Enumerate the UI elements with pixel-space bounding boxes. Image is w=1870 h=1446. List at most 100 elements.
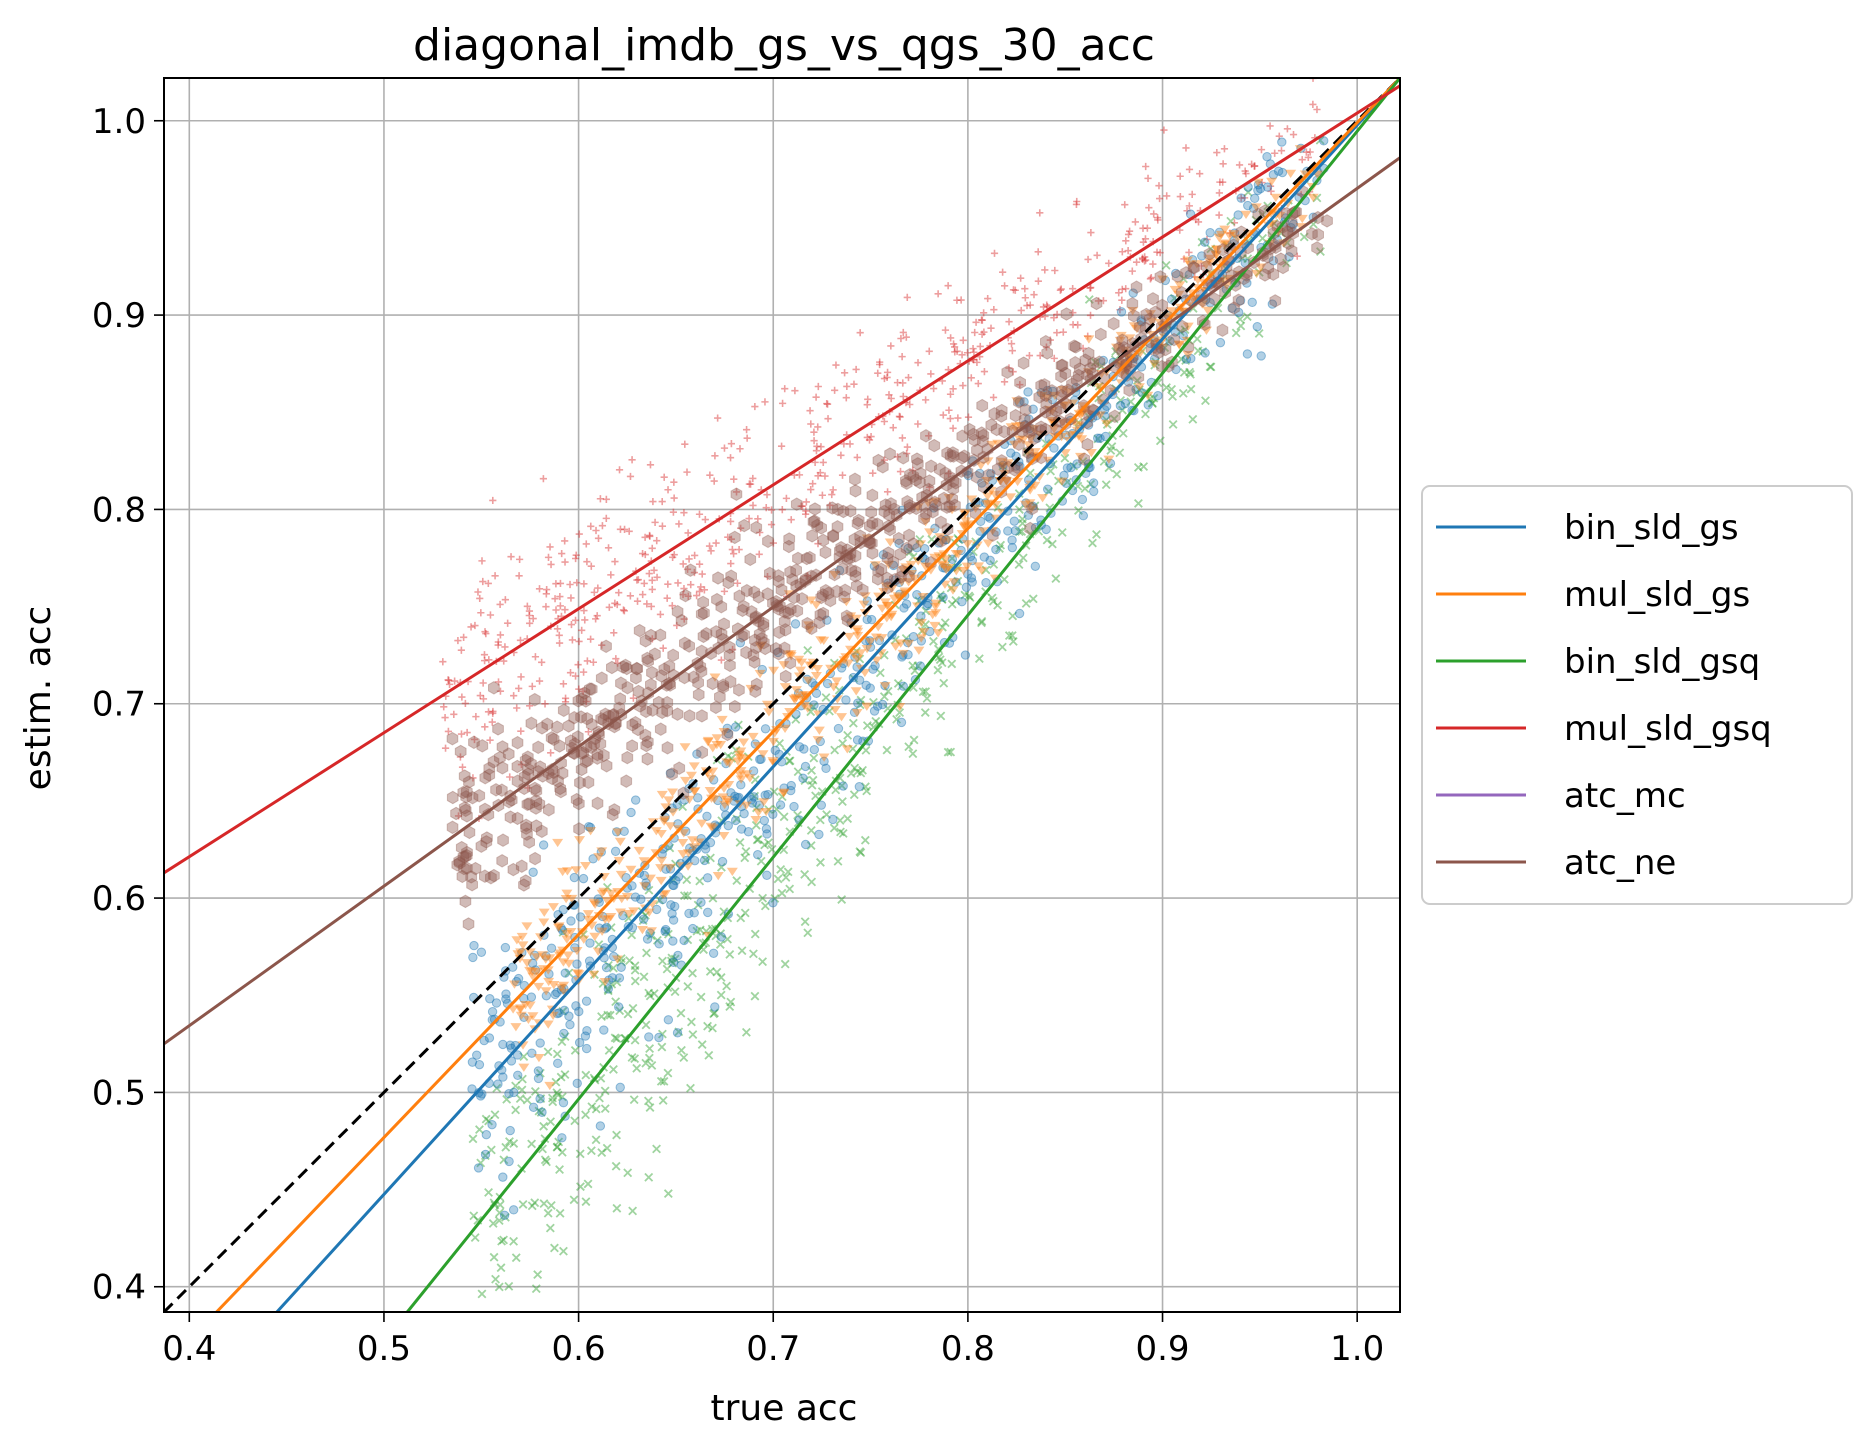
x-tick-label: 0.5 — [357, 1329, 411, 1369]
data-point — [546, 543, 554, 551]
data-point — [757, 664, 767, 675]
data-point — [966, 573, 977, 583]
data-point — [897, 649, 909, 659]
y-tick-label: 1.0 — [92, 102, 146, 142]
data-point — [480, 651, 489, 659]
data-point — [893, 679, 903, 688]
data-point — [990, 306, 998, 314]
data-point — [1132, 387, 1142, 397]
data-point — [542, 1157, 551, 1167]
data-point — [819, 458, 827, 467]
data-point — [524, 784, 532, 792]
data-point — [823, 400, 832, 408]
data-point — [1017, 274, 1025, 282]
data-point — [519, 1052, 529, 1061]
data-point — [704, 787, 716, 796]
data-point — [594, 584, 602, 592]
data-point — [667, 808, 679, 817]
data-point — [526, 702, 534, 710]
data-point — [782, 494, 791, 502]
data-point — [531, 1284, 541, 1294]
data-point — [544, 553, 553, 561]
data-point — [1155, 436, 1165, 446]
data-point — [843, 814, 853, 824]
data-point — [584, 821, 594, 832]
data-point — [638, 914, 649, 924]
data-point — [1074, 506, 1083, 515]
data-point — [439, 658, 447, 666]
data-point — [553, 923, 565, 932]
data-point — [840, 369, 849, 377]
data-point — [1156, 249, 1164, 257]
data-point — [918, 687, 928, 697]
data-point — [1094, 411, 1106, 420]
data-point — [488, 1219, 498, 1228]
data-point — [1075, 452, 1087, 462]
data-point — [460, 848, 473, 863]
series-points-mul_sld_gsq — [439, 78, 1321, 823]
data-point — [741, 583, 753, 598]
data-point — [1056, 477, 1068, 486]
data-point — [1016, 381, 1024, 389]
data-point — [648, 544, 656, 552]
data-point — [1285, 169, 1297, 178]
data-point — [1046, 466, 1056, 476]
data-point — [517, 727, 525, 735]
data-point — [630, 961, 640, 971]
data-point — [778, 399, 787, 407]
data-point — [645, 1103, 655, 1112]
data-point — [823, 400, 831, 408]
data-point — [491, 572, 499, 580]
data-point — [1163, 192, 1171, 200]
data-point — [885, 391, 893, 399]
data-point — [475, 1091, 486, 1101]
data-point — [1182, 322, 1194, 331]
data-point — [581, 1070, 591, 1080]
data-point — [1056, 358, 1069, 373]
data-point — [933, 665, 943, 675]
legend-label: bin_sld_gsq — [1564, 642, 1760, 682]
data-point — [529, 614, 537, 623]
data-point — [578, 873, 589, 884]
data-point — [596, 927, 608, 936]
data-point — [641, 533, 649, 541]
data-point — [1123, 383, 1136, 397]
data-point — [479, 1035, 489, 1046]
data-point — [1200, 348, 1210, 358]
data-point — [915, 540, 927, 549]
data-point — [605, 603, 613, 611]
data-point — [678, 802, 688, 812]
data-point — [477, 609, 485, 617]
data-point — [670, 954, 680, 964]
data-point — [947, 553, 957, 563]
data-point — [903, 293, 911, 301]
data-point — [557, 958, 569, 967]
data-point — [1215, 337, 1226, 348]
data-point — [987, 593, 997, 603]
data-point — [1018, 518, 1027, 528]
data-point — [450, 806, 462, 821]
data-point — [693, 900, 703, 910]
data-point — [880, 456, 889, 464]
data-point — [856, 695, 866, 705]
data-point — [475, 1125, 484, 1135]
data-point — [545, 731, 558, 745]
data-point — [959, 510, 971, 519]
data-point — [1009, 516, 1020, 526]
data-point — [958, 566, 970, 576]
data-point — [869, 706, 880, 716]
data-point — [941, 535, 951, 545]
data-point — [446, 731, 459, 746]
data-point — [978, 316, 986, 324]
data-point — [640, 738, 653, 753]
data-point — [985, 555, 995, 566]
data-point — [554, 1008, 564, 1018]
data-point — [1069, 395, 1080, 406]
data-point — [908, 552, 918, 562]
data-point — [960, 650, 971, 660]
data-point — [500, 657, 508, 665]
data-point — [717, 856, 728, 867]
data-point — [856, 583, 869, 597]
data-point — [571, 946, 583, 956]
data-point — [949, 340, 958, 348]
